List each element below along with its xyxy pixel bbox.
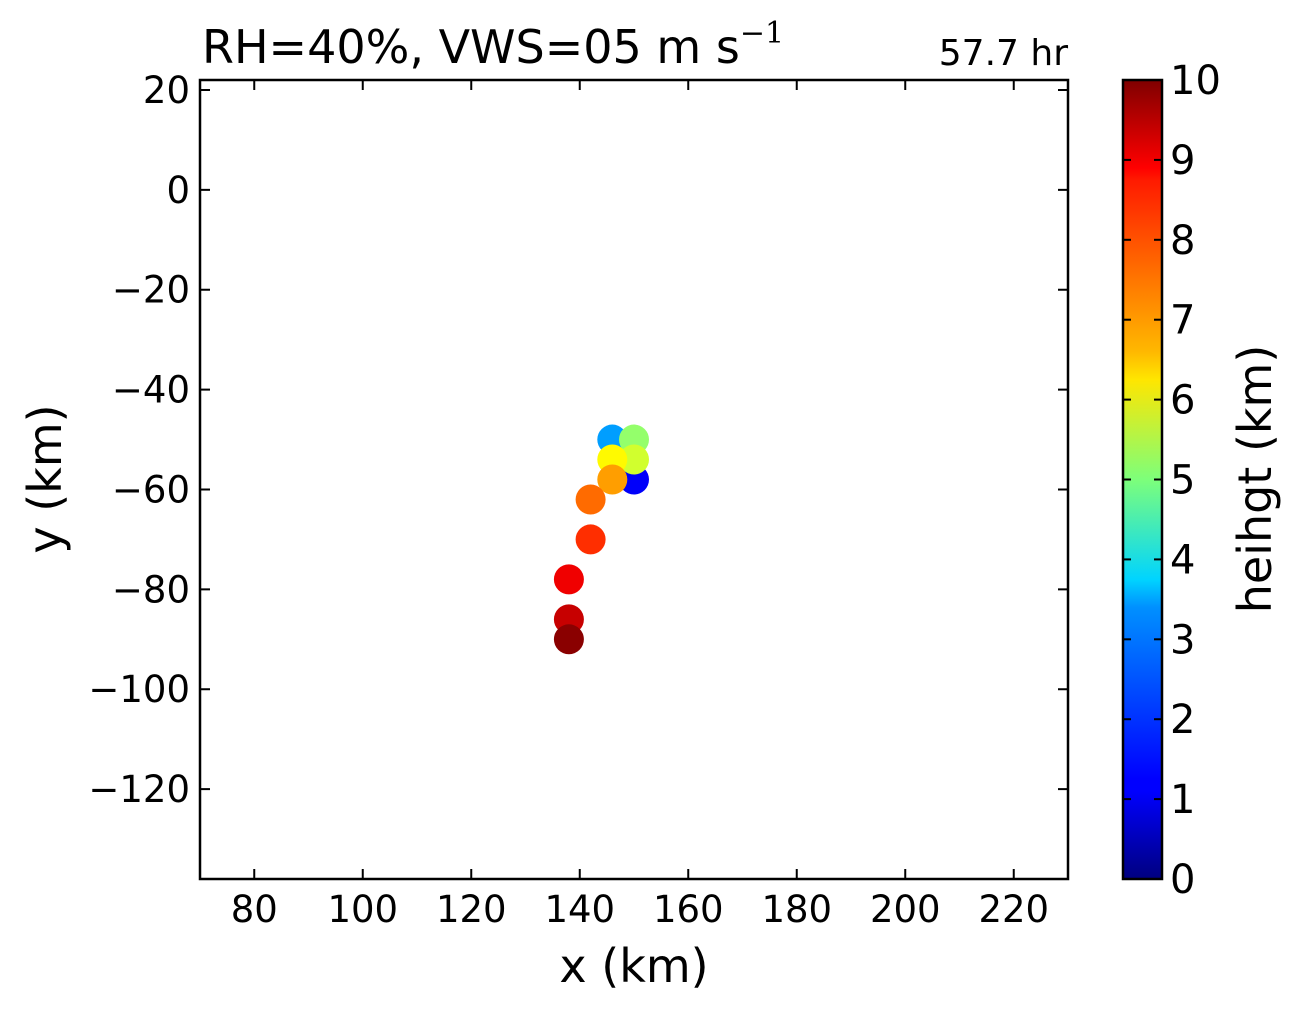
plot-frame [198,78,1070,881]
colorbar-tick-label: 2 [1170,697,1195,743]
scatter-point [553,564,584,595]
time-label: 57.7 hr [939,33,1068,74]
colorbar-tick-label: 0 [1170,857,1195,903]
x-tick-label: 200 [870,888,941,931]
y-tick-label: −80 [112,568,190,611]
colorbar-tick-label: 8 [1170,218,1195,264]
x-tick-label: 140 [544,888,615,931]
x-tick-label: 80 [231,888,278,931]
colorbar-ticks: 0 1 2 3 4 5 6 7 8 9 10 [1123,58,1221,903]
y-tick-label: −120 [88,768,190,811]
scatter-point [575,484,606,515]
colorbar-tick-label: 7 [1170,298,1195,344]
colorbar-tick-label: 3 [1170,617,1195,663]
x-axis-label: x (km) [559,939,708,993]
colorbar-tick-label: 5 [1170,458,1195,504]
y-tick-label: 0 [166,169,190,212]
y-axis-ticks: 20 0 −20 −40 −60 −80 −100 −120 [88,69,1068,811]
chart-title: RH=40%, VWS=05 m s−1 [202,16,784,74]
colorbar-tick-label: 9 [1170,138,1195,184]
colorbar-tick-label: 4 [1170,537,1195,583]
colorbar-tick-label: 1 [1170,777,1195,823]
x-tick-label: 120 [436,888,507,931]
y-axis-label: y (km) [18,404,72,553]
y-tick-label: −100 [88,668,190,711]
scatter-point [619,444,649,475]
x-tick-label: 220 [978,888,1049,931]
y-tick-label: −60 [112,468,190,511]
colorbar-tick-label: 6 [1170,378,1195,424]
data-points [553,424,649,655]
scatter-point [575,524,606,555]
scatter-point [597,464,628,495]
scatter-point [553,624,584,655]
x-tick-label: 180 [761,888,832,931]
y-tick-label: −40 [112,369,190,412]
y-tick-label: 20 [143,69,190,112]
x-tick-label: 160 [653,888,724,931]
x-axis-ticks: 80 100 120 140 160 180 200 220 [231,80,1049,931]
colorbar-tick-label: 10 [1170,58,1221,104]
colorbar-label: heihgt (km) [1228,345,1282,614]
chart-title-superscript: −1 [740,16,784,51]
chart-title-main: RH=40%, VWS=05 m s [202,20,740,74]
y-tick-label: −20 [112,269,190,312]
x-tick-label: 100 [327,888,398,931]
